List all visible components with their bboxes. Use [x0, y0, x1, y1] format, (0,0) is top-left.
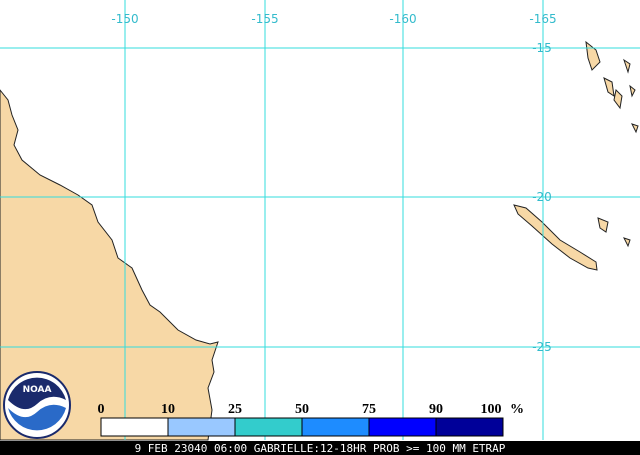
noaa-logo: NOAA: [3, 371, 71, 439]
lon-label: -155: [251, 12, 278, 26]
legend-swatch: [100, 417, 169, 437]
legend-label: 50: [295, 402, 309, 417]
legend-swatch: [368, 417, 437, 437]
logo-text: NOAA: [23, 385, 52, 395]
footer-bar: [0, 441, 640, 455]
grid: [0, 0, 640, 440]
new-caledonia: [513, 204, 598, 271]
lon-label: -165: [529, 12, 556, 26]
lat-label: -15: [532, 41, 552, 55]
legend-unit: %: [510, 402, 524, 417]
lon-label: -150: [111, 12, 138, 26]
legend-label: 25: [228, 402, 242, 417]
legend-swatch: [167, 417, 236, 437]
legend: 0 10 25 50 75 90 100%: [98, 402, 524, 437]
legend-swatch: [435, 417, 504, 437]
lat-label: -25: [532, 340, 552, 354]
footer-text: 9 FEB 23040 06:00 GABRIELLE:12-18HR PROB…: [135, 442, 506, 455]
legend-label: 10: [161, 402, 175, 417]
legend-swatch: [301, 417, 370, 437]
legend-label: 100: [481, 402, 502, 417]
lon-label: -160: [389, 12, 416, 26]
australia-coast: [0, 89, 219, 441]
lat-label: -20: [532, 190, 552, 204]
islands: [585, 40, 639, 248]
legend-label: 75: [362, 402, 376, 417]
legend-swatch: [234, 417, 303, 437]
legend-label: 90: [429, 402, 443, 417]
legend-label: 0: [98, 402, 105, 417]
